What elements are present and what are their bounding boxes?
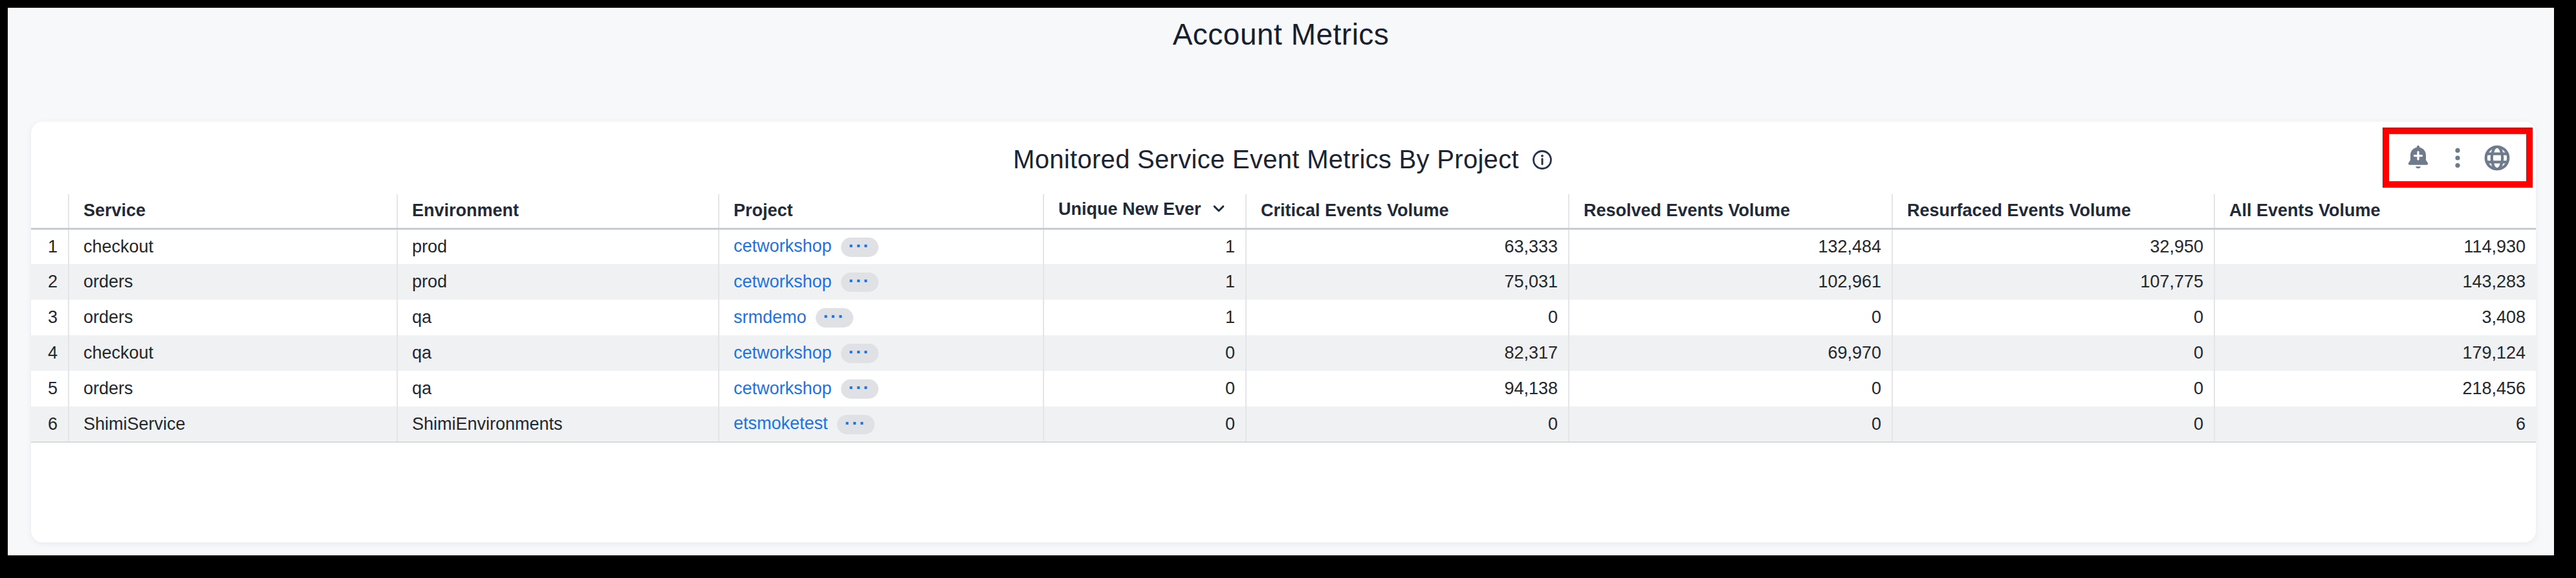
table-row: 2ordersprodcetworkshop···175,031102,9611… [31,264,2536,300]
cell-all_events_volume: 179,124 [2214,335,2536,371]
project-link[interactable]: etsmoketest [734,414,828,433]
cell-unique_new_ever: 1 [1043,264,1246,300]
project-actions-ellipsis[interactable]: ··· [841,379,879,399]
cell-service: checkout [69,228,397,264]
annotation-red-box [2383,128,2533,188]
cell-resurfaced_events_volume: 0 [1892,300,2214,335]
cell-num: 6 [31,406,69,442]
cell-environment: qa [397,371,719,406]
cell-environment: prod [397,264,719,300]
project-link[interactable]: cetworkshop [734,379,832,398]
cell-num: 2 [31,264,69,300]
cell-all_events_volume: 143,283 [2214,264,2536,300]
cell-resolved_events_volume: 69,970 [1569,335,1892,371]
cell-project: cetworkshop ··· [719,264,1043,300]
cell-service: orders [69,300,397,335]
project-link[interactable]: srmdemo [734,307,807,327]
cell-environment: qa [397,335,719,371]
cell-resolved_events_volume: 0 [1569,406,1892,442]
cell-resurfaced_events_volume: 0 [1892,371,2214,406]
project-link[interactable]: cetworkshop [734,272,832,291]
cell-num: 3 [31,300,69,335]
metrics-table: ServiceEnvironmentProjectUnique New Ever… [31,194,2536,443]
cell-service: checkout [69,335,397,371]
cell-resolved_events_volume: 132,484 [1569,228,1892,264]
cell-environment: prod [397,228,719,264]
info-icon[interactable] [1531,148,1554,172]
project-link[interactable]: cetworkshop [734,343,832,362]
screenshot-frame: Account Metrics Monitored Service Event … [0,0,2576,578]
panel-header: Monitored Service Event Metrics By Proje… [31,145,2536,174]
cell-resurfaced_events_volume: 0 [1892,335,2214,371]
sort-desc-icon [1209,199,1228,223]
cell-critical_events_volume: 63,333 [1246,228,1569,264]
cell-project: cetworkshop ··· [719,335,1043,371]
cell-resolved_events_volume: 102,961 [1569,264,1892,300]
project-actions-ellipsis[interactable]: ··· [841,344,879,363]
panel-title: Monitored Service Event Metrics By Proje… [1013,145,1519,174]
project-link[interactable]: cetworkshop [734,236,832,256]
cell-service: ShimiService [69,406,397,442]
column-header-resolved_events_volume[interactable]: Resolved Events Volume [1569,194,1892,228]
project-actions-ellipsis[interactable]: ··· [816,308,853,328]
cell-service: orders [69,264,397,300]
cell-num: 1 [31,228,69,264]
column-header-unique_new_ever[interactable]: Unique New Ever [1043,194,1246,228]
page-title: Account Metrics [8,17,2554,52]
cell-service: orders [69,371,397,406]
cell-resolved_events_volume: 0 [1569,300,1892,335]
cell-critical_events_volume: 0 [1246,300,1569,335]
table-header-row: ServiceEnvironmentProjectUnique New Ever… [31,194,2536,228]
cell-all_events_volume: 6 [2214,406,2536,442]
cell-resurfaced_events_volume: 0 [1892,406,2214,442]
table-row: 4checkoutqacetworkshop···082,31769,97001… [31,335,2536,371]
cell-unique_new_ever: 0 [1043,371,1246,406]
table-row: 6ShimiServiceShimiEnvironmentsetsmoketes… [31,406,2536,442]
row-number-header [31,194,69,228]
cell-critical_events_volume: 82,317 [1246,335,1569,371]
cell-unique_new_ever: 0 [1043,335,1246,371]
cell-resurfaced_events_volume: 107,775 [1892,264,2214,300]
column-header-all_events_volume[interactable]: All Events Volume [2214,194,2536,228]
cell-unique_new_ever: 0 [1043,406,1246,442]
cell-num: 4 [31,335,69,371]
column-header-critical_events_volume[interactable]: Critical Events Volume [1246,194,1569,228]
add-alert-bell-icon[interactable] [2403,143,2433,173]
cell-project: cetworkshop ··· [719,228,1043,264]
metrics-panel: Monitored Service Event Metrics By Proje… [31,122,2536,542]
cell-critical_events_volume: 0 [1246,406,1569,442]
column-header-service[interactable]: Service [69,194,397,228]
column-header-environment[interactable]: Environment [397,194,719,228]
cell-num: 5 [31,371,69,406]
cell-all_events_volume: 3,408 [2214,300,2536,335]
cell-critical_events_volume: 75,031 [1246,264,1569,300]
table-row: 3ordersqasrmdemo···10003,408 [31,300,2536,335]
project-actions-ellipsis[interactable]: ··· [841,272,879,292]
table-row: 1checkoutprodcetworkshop···163,333132,48… [31,228,2536,264]
cell-unique_new_ever: 1 [1043,300,1246,335]
column-header-project[interactable]: Project [719,194,1043,228]
cell-resurfaced_events_volume: 32,950 [1892,228,2214,264]
cell-all_events_volume: 218,456 [2214,371,2536,406]
cell-environment: qa [397,300,719,335]
cell-project: etsmoketest ··· [719,406,1043,442]
cell-project: cetworkshop ··· [719,371,1043,406]
project-actions-ellipsis[interactable]: ··· [841,238,879,257]
cell-unique_new_ever: 1 [1043,228,1246,264]
cell-project: srmdemo ··· [719,300,1043,335]
kebab-menu-icon[interactable] [2444,144,2471,172]
project-actions-ellipsis[interactable]: ··· [837,415,875,434]
table-row: 5ordersqacetworkshop···094,13800218,456 [31,371,2536,406]
cell-resolved_events_volume: 0 [1569,371,1892,406]
cell-critical_events_volume: 94,138 [1246,371,1569,406]
cell-all_events_volume: 114,930 [2214,228,2536,264]
globe-icon[interactable] [2482,143,2512,173]
column-header-resurfaced_events_volume[interactable]: Resurfaced Events Volume [1892,194,2214,228]
cell-environment: ShimiEnvironments [397,406,719,442]
